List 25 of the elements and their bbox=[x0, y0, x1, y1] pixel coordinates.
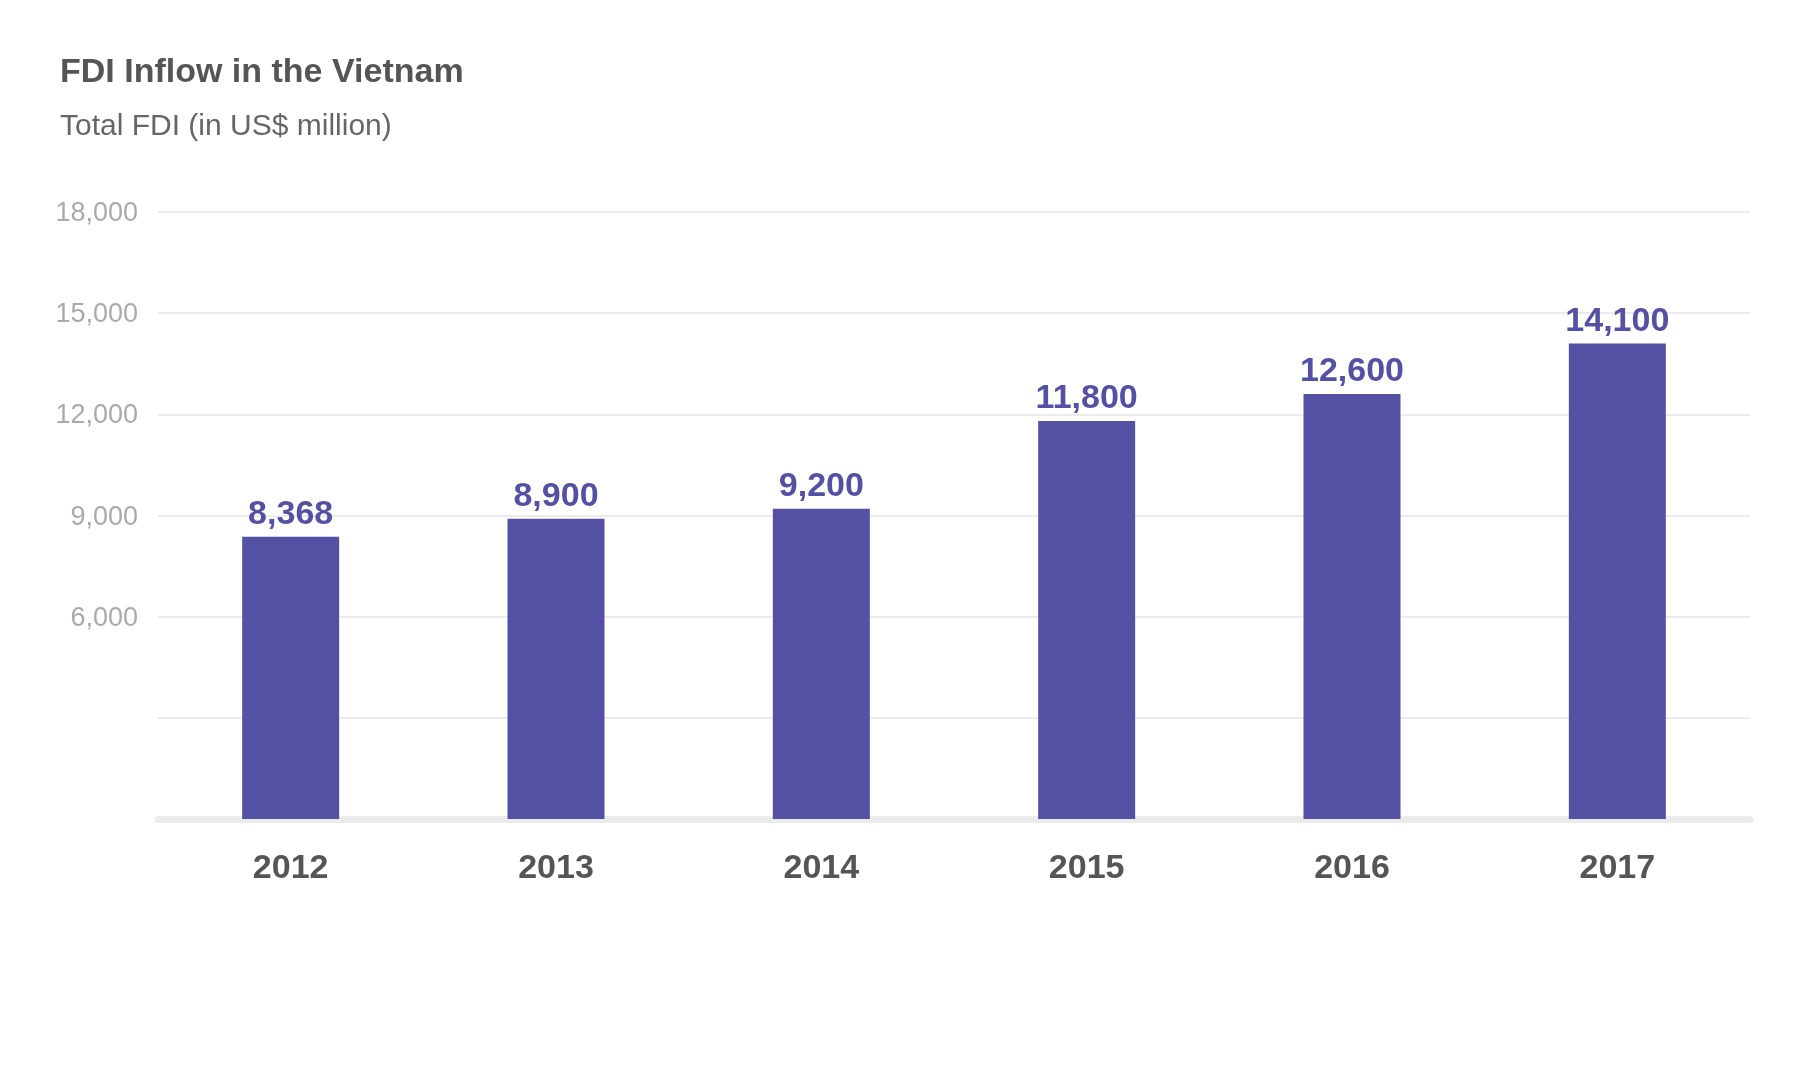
x-tick-label: 2014 bbox=[783, 847, 860, 885]
x-tick-label: 2015 bbox=[1048, 847, 1125, 885]
data-label: 12,600 bbox=[1300, 350, 1404, 389]
y-tick-label: 12,000 bbox=[55, 399, 138, 430]
x-tick-label: 2016 bbox=[1314, 847, 1390, 885]
y-tick-label: 9,000 bbox=[70, 500, 138, 531]
y-tick-label: 18,000 bbox=[55, 197, 138, 227]
y-tick-label: 6,000 bbox=[70, 601, 138, 632]
bar bbox=[242, 536, 340, 819]
bar bbox=[507, 518, 605, 819]
x-tick-label: 2012 bbox=[252, 847, 329, 885]
data-label: 14,100 bbox=[1565, 299, 1670, 338]
data-label: 11,800 bbox=[1035, 377, 1138, 416]
y-axis-title: Total FDI (in US$ million) bbox=[60, 107, 392, 141]
chart-title: FDI Inflow in the Vietnam bbox=[60, 51, 464, 89]
data-label: 8,368 bbox=[248, 492, 334, 531]
x-tick-label: 2017 bbox=[1579, 847, 1656, 885]
data-label: 8,900 bbox=[513, 474, 599, 513]
bar bbox=[1038, 421, 1136, 819]
y-tick-label: 15,000 bbox=[55, 298, 138, 329]
bar bbox=[1303, 394, 1401, 819]
bar bbox=[1568, 343, 1666, 819]
bar bbox=[772, 508, 870, 819]
x-tick-label: 2013 bbox=[518, 847, 594, 885]
data-label: 9,200 bbox=[778, 464, 864, 503]
